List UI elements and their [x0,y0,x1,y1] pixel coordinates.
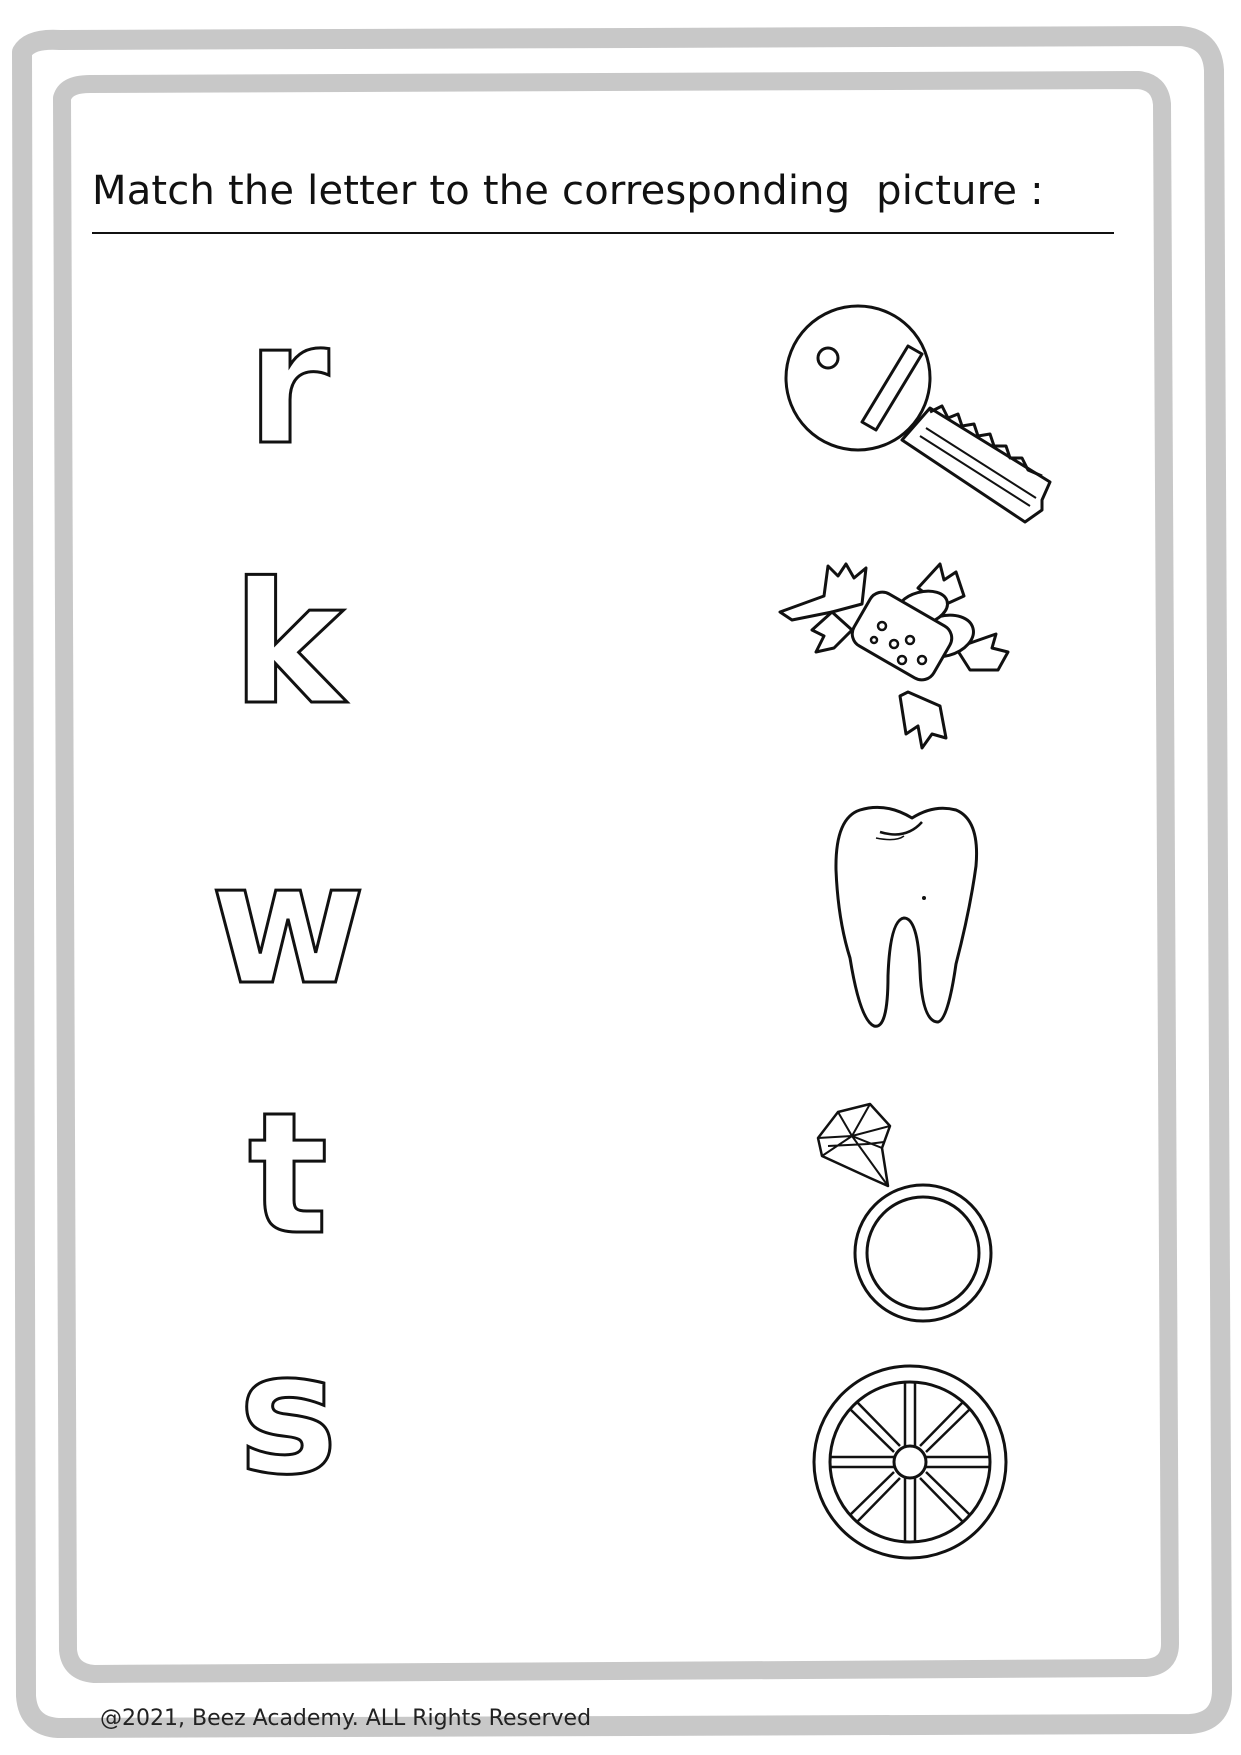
candy-icon [778,562,1010,750]
key-icon [784,304,1052,524]
title-underline [92,232,1114,234]
wheel-icon [812,1364,1008,1560]
worksheet-title: Match the letter to the corresponding pi… [92,168,1044,214]
copyright-footer: @2021, Beez Academy. ALL Rights Reserved [100,1706,592,1731]
letter-k: k [231,546,346,742]
letter-t: t [246,1076,329,1272]
letter-s: s [237,1316,340,1512]
ring-icon [816,1102,993,1323]
tooth-icon [834,805,979,1028]
letter-r: r [245,286,331,482]
letter-w: w [209,826,367,1022]
